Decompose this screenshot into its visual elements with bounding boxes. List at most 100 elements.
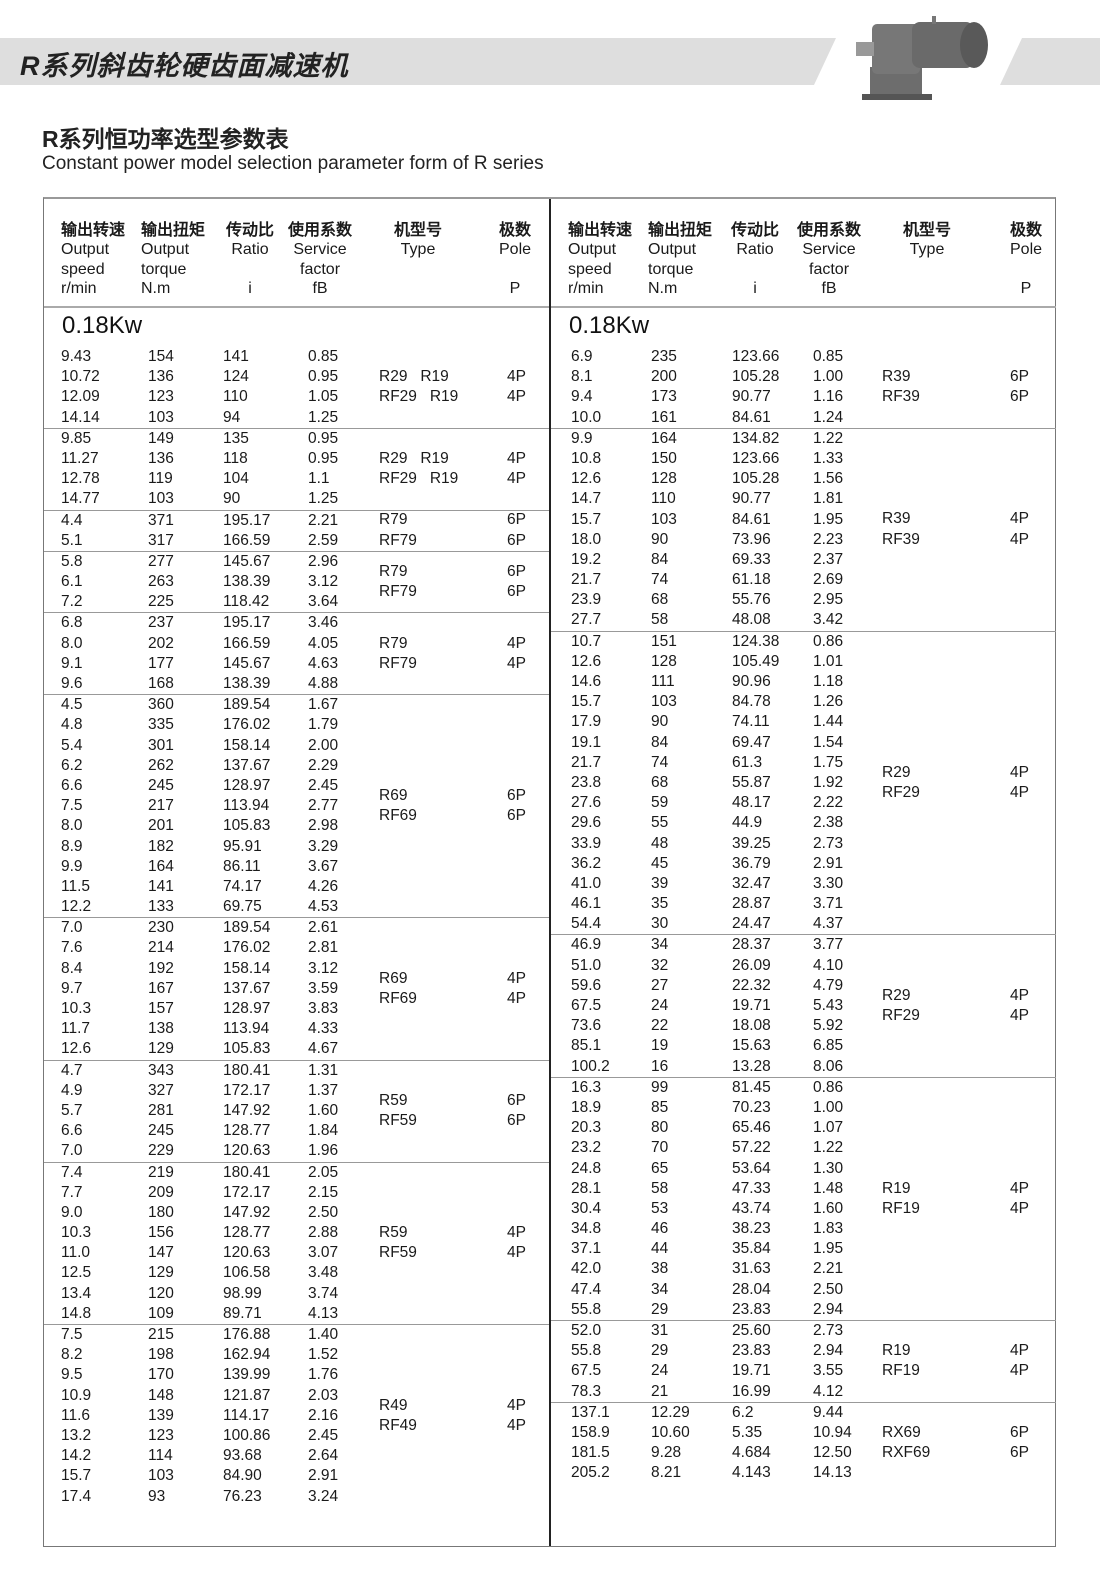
cell-ratio: 38.23 (732, 1220, 771, 1238)
cell-speed: 19.2 (571, 550, 602, 568)
header-type-en1: Type (400, 241, 436, 259)
cell-ratio: 124.38 (732, 632, 780, 650)
cell-ratio: 31.63 (732, 1260, 771, 1278)
cell-torque: 215 (148, 1326, 174, 1343)
table-row: 14.2 114 93.68 2.64 (44, 1446, 549, 1466)
cell-ratio: 158.14 (223, 959, 271, 977)
cell-torque: 209 (148, 1183, 174, 1201)
pole-count: 4P 4P (507, 613, 526, 694)
cell-speed: 8.0 (61, 634, 83, 652)
cell-service-factor: 1.25 (308, 490, 339, 508)
cell-ratio: 138.39 (223, 573, 271, 591)
table-row: 4.5 360 189.54 1.67 (44, 695, 549, 715)
cell-speed: 42.0 (571, 1260, 602, 1278)
cell-torque: 335 (148, 716, 174, 734)
cell-service-factor: 1.24 (813, 408, 844, 426)
pole-count: 4P 4P (1010, 935, 1029, 1076)
table-row: 67.5 24 19.71 5.43 (551, 996, 1056, 1016)
header-pole-en2 (499, 260, 531, 279)
cell-service-factor: 10.94 (813, 1423, 852, 1441)
cell-speed: 9.43 (61, 348, 92, 365)
table-row: 42.0 38 31.63 2.21 (551, 1259, 1056, 1279)
cell-speed: 17.9 (571, 713, 602, 731)
cell-torque: 148 (148, 1386, 174, 1404)
table-row: 14.6 111 90.96 1.18 (551, 672, 1056, 692)
cell-torque: 214 (148, 939, 174, 957)
cell-service-factor: 2.94 (813, 1342, 844, 1360)
cell-service-factor: 1.00 (813, 368, 844, 386)
table-row: 15.7 103 84.90 2.91 (44, 1466, 549, 1486)
cell-speed: 8.9 (61, 837, 83, 855)
gear-motor-image (856, 16, 988, 100)
cell-ratio: 39.25 (732, 834, 771, 852)
cell-ratio: 19.71 (732, 997, 771, 1014)
cell-torque: 277 (148, 552, 174, 570)
cell-speed: 5.8 (61, 552, 83, 570)
cell-torque: 35 (651, 895, 669, 913)
header-torque-zh: 输出扭矩 (648, 222, 713, 239)
cell-service-factor: 2.23 (813, 530, 844, 548)
model-type-name: RF19 (882, 1362, 920, 1380)
cell-speed: 55.8 (571, 1300, 602, 1318)
cell-service-factor: 4.37 (813, 915, 844, 933)
model-group: 9.43 154 141 0.85 10.72 136 124 0.95 12.09 123 110… (44, 347, 549, 429)
cell-service-factor: 0.85 (813, 348, 844, 365)
cell-service-factor: 2.37 (813, 550, 844, 568)
table-row: 9.5 170 139.99 1.76 (44, 1365, 549, 1385)
cell-service-factor: 1.16 (813, 388, 844, 406)
header-pole-en2 (1010, 260, 1042, 279)
model-type: RX69 RXF69 (882, 1403, 930, 1484)
table-row: 21.7 74 61.18 2.69 (551, 570, 1056, 590)
header-pole-unit: P (509, 279, 521, 297)
cell-ratio: 176.02 (223, 716, 271, 734)
pole-value: 4P (1010, 1199, 1029, 1217)
cell-ratio: 128.97 (223, 776, 271, 794)
cell-ratio: 90.77 (732, 388, 771, 406)
cell-ratio: 98.99 (223, 1284, 262, 1302)
table-row: 6.6 245 128.97 2.45 (44, 776, 549, 796)
cell-torque: 58 (651, 1179, 669, 1197)
cell-service-factor: 12.50 (813, 1444, 852, 1462)
cell-torque: 68 (651, 773, 669, 791)
header-service-factor-en2: factor (300, 260, 341, 278)
cell-ratio: 100.86 (223, 1426, 271, 1444)
cell-service-factor: 1.22 (813, 429, 844, 447)
cell-service-factor: 1.1 (308, 470, 330, 488)
table-row: 9.43 154 141 0.85 (44, 347, 549, 367)
cell-torque: 114 (148, 1447, 173, 1465)
cell-service-factor: 2.98 (308, 817, 339, 835)
cell-ratio: 158.14 (223, 736, 271, 754)
model-type-name: R39 (882, 368, 911, 386)
cell-ratio: 118 (223, 449, 248, 467)
pole-value: 4P (1010, 784, 1029, 802)
cell-torque: 55 (651, 814, 669, 832)
cell-speed: 27.6 (571, 794, 602, 812)
cell-ratio: 90 (223, 490, 241, 508)
cell-service-factor: 5.43 (813, 997, 844, 1014)
header-pole: 极数 Pole P (1010, 221, 1042, 298)
cell-speed: 5.1 (61, 531, 83, 549)
table-row: 52.0 31 25.60 2.73 (551, 1321, 1056, 1341)
cell-service-factor: 0.85 (308, 348, 339, 365)
cell-ratio: 172.17 (223, 1183, 271, 1201)
cell-service-factor: 4.05 (308, 634, 339, 652)
cell-service-factor: 3.64 (308, 593, 339, 611)
cell-speed: 30.4 (571, 1199, 602, 1217)
model-type: R19 RF19 (882, 1321, 920, 1402)
table-row: 10.72 136 124 0.95 (44, 367, 549, 387)
pole-value: 6P (507, 1091, 526, 1109)
cell-service-factor: 14.13 (813, 1464, 852, 1482)
model-group: 10.7 151 124.38 0.86 12.6 128 105.49 1.01 14.6 11… (551, 632, 1056, 936)
table-row: 29.6 55 44.9 2.38 (551, 813, 1056, 833)
cell-torque: 235 (651, 348, 677, 365)
cell-torque: 139 (148, 1406, 174, 1424)
model-type-name: RF59 (379, 1244, 417, 1262)
pole-count: 6P 6P (1010, 1403, 1029, 1484)
cell-service-factor: 1.83 (813, 1220, 844, 1238)
cell-torque: 34 (651, 1280, 669, 1298)
table-right-half: 输出转速 Output speed r/min 输出扭矩 Output torque N.m 传… (551, 199, 1056, 1546)
cell-speed: 20.3 (571, 1119, 602, 1137)
model-type: R29 RF29 (882, 935, 920, 1076)
cell-torque: 70 (651, 1139, 669, 1157)
table-row: 10.7 151 124.38 0.86 (551, 632, 1056, 652)
